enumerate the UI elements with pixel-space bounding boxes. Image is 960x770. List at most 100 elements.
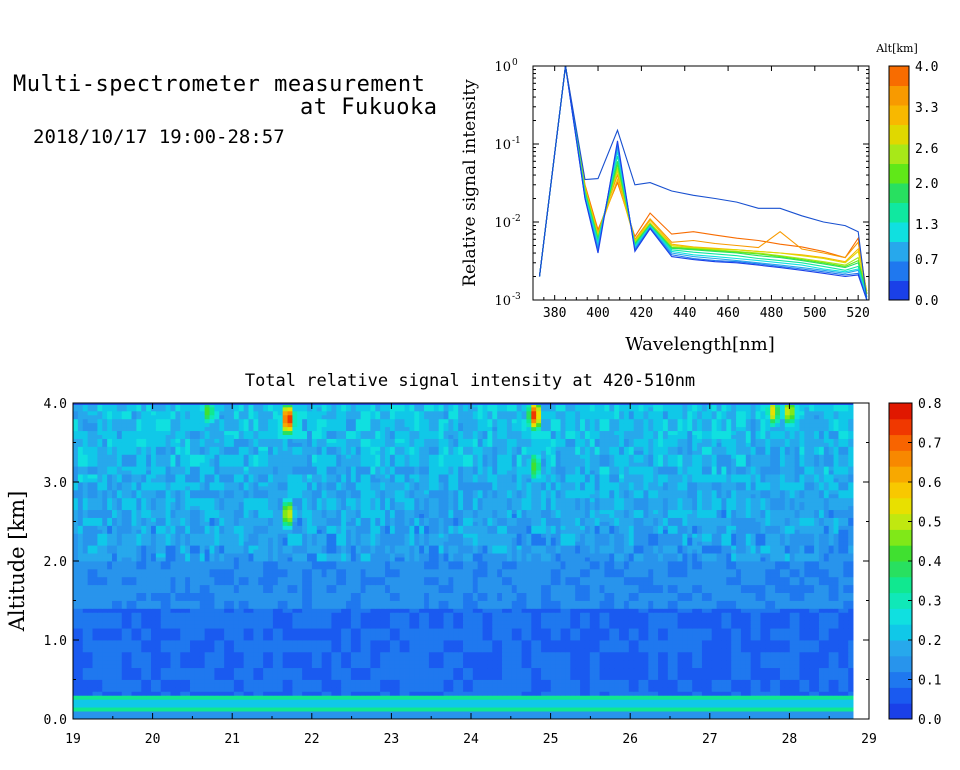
heatmap-cell <box>268 600 274 605</box>
heatmap-cell <box>701 691 708 696</box>
heatmap-cell <box>584 643 591 649</box>
heatmap-cell <box>477 643 483 649</box>
heatmap-cell <box>287 711 293 716</box>
heatmap-cell <box>272 711 279 716</box>
heatmap-cell <box>336 667 342 672</box>
heatmap-cell <box>477 612 483 617</box>
heatmap-cell <box>784 663 791 669</box>
heatmap-cell <box>448 659 454 665</box>
heatmap-cell <box>126 715 132 720</box>
heatmap-cell <box>253 643 259 649</box>
heatmap-cell <box>87 675 93 680</box>
heatmap-cell <box>482 707 488 712</box>
heatmap-cell <box>687 632 693 637</box>
spectrum-y-tick-label: 10 <box>494 294 511 309</box>
heatmap-cell <box>726 604 732 609</box>
heatmap-cell <box>321 620 327 625</box>
heatmap-cell <box>404 691 410 696</box>
heatmap-cell <box>492 651 498 657</box>
heatmap-cell <box>843 651 849 657</box>
heatmap-cell <box>740 624 747 629</box>
heatmap-cell <box>497 691 503 696</box>
heatmap-cell <box>604 651 610 657</box>
heatmap-cell <box>404 600 410 605</box>
heatmap-cell <box>121 675 128 680</box>
heatmap-cell <box>92 628 98 633</box>
heatmap-cell <box>740 612 747 617</box>
heatmap-cell <box>628 612 635 617</box>
heatmap-cell <box>614 703 620 708</box>
heatmap-cell <box>760 663 766 669</box>
heatmap-cell <box>818 604 825 609</box>
heatmap-cell <box>341 687 347 692</box>
heatmap-cell <box>672 675 678 680</box>
heatmap-cell <box>687 695 693 700</box>
heatmap-cell <box>755 683 761 688</box>
heatmap-cell <box>87 699 93 704</box>
heatmap-cell <box>784 643 791 649</box>
heatmap-cell <box>823 647 830 653</box>
heatmap-cell <box>560 683 566 688</box>
heatmap-cell <box>672 667 678 672</box>
heatmap-cell <box>419 620 425 625</box>
heatmap-cell <box>438 636 444 641</box>
heatmap-cell <box>467 687 474 692</box>
heatmap-cell <box>190 608 196 613</box>
heatmap-cell <box>711 643 717 649</box>
heatmap-cell <box>409 703 415 708</box>
heatmap-cell <box>697 651 703 657</box>
heatmap-cell <box>121 628 128 633</box>
heatmap-cell <box>360 671 366 676</box>
heatmap-cell <box>438 707 444 712</box>
heatmap-cell <box>107 659 113 665</box>
heatmap-cell <box>414 636 420 641</box>
heatmap-cell <box>653 675 659 680</box>
heatmap-cell <box>541 604 547 609</box>
heatmap-cell <box>155 636 162 641</box>
heatmap-cell <box>653 612 659 617</box>
heatmap-cell <box>623 600 630 605</box>
heatmap-cell <box>165 608 171 613</box>
heatmap-cell <box>116 691 123 696</box>
heatmap-cell <box>219 636 225 641</box>
heatmap-cell <box>653 671 659 676</box>
heatmap-cell <box>502 628 508 633</box>
heatmap-cell <box>346 643 352 649</box>
heatmap-cell <box>311 612 318 617</box>
heatmap-cell <box>599 643 605 649</box>
heatmap-cell <box>833 667 839 672</box>
heatmap-cell <box>248 659 254 665</box>
heatmap-cell <box>575 679 581 684</box>
heatmap-cell <box>701 707 708 712</box>
heatmap-cell <box>740 675 747 680</box>
heatmap-cell <box>633 675 639 680</box>
heatmap-cell <box>736 643 742 649</box>
heatmap-cell <box>151 707 157 712</box>
heatmap-cell <box>809 616 815 621</box>
heatmap-cell <box>102 616 108 621</box>
heatmap-cell <box>599 655 605 661</box>
heatmap-cell <box>502 608 508 613</box>
heatmap-cell <box>268 667 274 672</box>
heatmap-cell <box>102 715 108 720</box>
heatmap-cell <box>789 707 795 712</box>
heatmap-cell <box>580 604 586 609</box>
heatmap-cell <box>141 707 147 712</box>
heatmap-cell <box>243 659 249 665</box>
heatmap-cell <box>170 695 176 700</box>
heatmap-cell <box>399 683 405 688</box>
heatmap-cell <box>589 715 596 720</box>
heatmap-cell <box>282 620 288 625</box>
heatmap-cell <box>253 636 259 641</box>
heatmap-cell <box>375 691 381 696</box>
heatmap-cell <box>580 679 586 684</box>
heatmap-cell <box>190 663 196 669</box>
heatmap-cell <box>146 620 152 625</box>
heatmap-cell <box>414 691 420 696</box>
heatmap-cell <box>341 671 347 676</box>
heatmap-cell <box>350 632 357 637</box>
heatmap-cell <box>175 600 181 605</box>
heatmap-cell <box>794 675 800 680</box>
heatmap-cell <box>248 608 254 613</box>
heatmap-cell <box>389 663 396 669</box>
